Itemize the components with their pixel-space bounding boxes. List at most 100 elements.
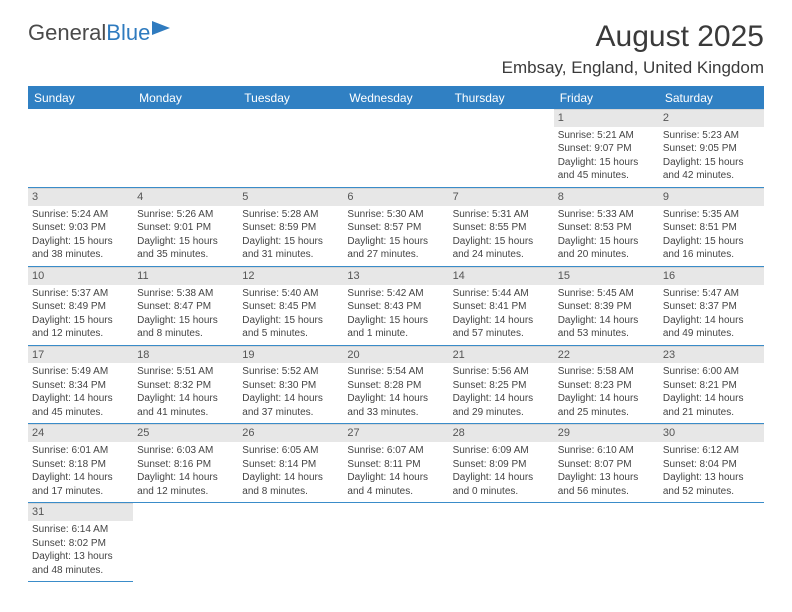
empty-cell	[343, 109, 448, 187]
weekday-header: Sunday	[28, 87, 133, 110]
calendar-body: 1Sunrise: 5:21 AMSunset: 9:07 PMDaylight…	[28, 109, 764, 582]
sunrise-text: Sunrise: 6:03 AM	[137, 444, 234, 458]
sunset-text: Sunset: 8:11 PM	[347, 458, 444, 472]
sunrise-text: Sunrise: 5:35 AM	[663, 208, 760, 222]
sunrise-text: Sunrise: 5:21 AM	[558, 129, 655, 143]
daylight-text: Daylight: 14 hours and 12 minutes.	[137, 471, 234, 498]
sunset-text: Sunset: 8:49 PM	[32, 300, 129, 314]
day-number: 14	[449, 267, 554, 285]
sunrise-text: Sunrise: 5:51 AM	[137, 365, 234, 379]
day-number: 29	[554, 424, 659, 442]
day-cell: 25Sunrise: 6:03 AMSunset: 8:16 PMDayligh…	[133, 424, 238, 503]
weekday-header: Friday	[554, 87, 659, 110]
day-number: 11	[133, 267, 238, 285]
weekday-header-row: SundayMondayTuesdayWednesdayThursdayFrid…	[28, 87, 764, 110]
day-cell: 17Sunrise: 5:49 AMSunset: 8:34 PMDayligh…	[28, 345, 133, 424]
day-cell: 16Sunrise: 5:47 AMSunset: 8:37 PMDayligh…	[659, 266, 764, 345]
sunset-text: Sunset: 8:09 PM	[453, 458, 550, 472]
weekday-header: Thursday	[449, 87, 554, 110]
sunrise-text: Sunrise: 5:52 AM	[242, 365, 339, 379]
day-cell: 19Sunrise: 5:52 AMSunset: 8:30 PMDayligh…	[238, 345, 343, 424]
day-cell: 12Sunrise: 5:40 AMSunset: 8:45 PMDayligh…	[238, 266, 343, 345]
daylight-text: Daylight: 15 hours and 45 minutes.	[558, 156, 655, 183]
day-cell: 20Sunrise: 5:54 AMSunset: 8:28 PMDayligh…	[343, 345, 448, 424]
sunset-text: Sunset: 8:16 PM	[137, 458, 234, 472]
header: GeneralBlue August 2025 Embsay, England,…	[28, 20, 764, 78]
day-number: 17	[28, 346, 133, 364]
sunrise-text: Sunrise: 5:23 AM	[663, 129, 760, 143]
day-number: 1	[554, 109, 659, 127]
day-number: 2	[659, 109, 764, 127]
day-number: 10	[28, 267, 133, 285]
day-cell: 4Sunrise: 5:26 AMSunset: 9:01 PMDaylight…	[133, 187, 238, 266]
logo-text-blue: Blue	[106, 20, 150, 46]
sunset-text: Sunset: 8:32 PM	[137, 379, 234, 393]
location: Embsay, England, United Kingdom	[502, 58, 764, 78]
day-cell: 15Sunrise: 5:45 AMSunset: 8:39 PMDayligh…	[554, 266, 659, 345]
sunset-text: Sunset: 8:34 PM	[32, 379, 129, 393]
month-title: August 2025	[502, 20, 764, 54]
day-cell: 8Sunrise: 5:33 AMSunset: 8:53 PMDaylight…	[554, 187, 659, 266]
daylight-text: Daylight: 14 hours and 57 minutes.	[453, 314, 550, 341]
sunrise-text: Sunrise: 6:09 AM	[453, 444, 550, 458]
title-block: August 2025 Embsay, England, United King…	[502, 20, 764, 78]
sunrise-text: Sunrise: 5:28 AM	[242, 208, 339, 222]
day-cell: 7Sunrise: 5:31 AMSunset: 8:55 PMDaylight…	[449, 187, 554, 266]
daylight-text: Daylight: 15 hours and 20 minutes.	[558, 235, 655, 262]
daylight-text: Daylight: 14 hours and 17 minutes.	[32, 471, 129, 498]
flag-icon	[152, 21, 170, 35]
day-cell: 6Sunrise: 5:30 AMSunset: 8:57 PMDaylight…	[343, 187, 448, 266]
day-number: 21	[449, 346, 554, 364]
sunrise-text: Sunrise: 6:07 AM	[347, 444, 444, 458]
daylight-text: Daylight: 15 hours and 35 minutes.	[137, 235, 234, 262]
empty-cell	[343, 503, 448, 582]
calendar-row: 10Sunrise: 5:37 AMSunset: 8:49 PMDayligh…	[28, 266, 764, 345]
day-number: 8	[554, 188, 659, 206]
sunset-text: Sunset: 8:47 PM	[137, 300, 234, 314]
daylight-text: Daylight: 15 hours and 8 minutes.	[137, 314, 234, 341]
sunrise-text: Sunrise: 5:54 AM	[347, 365, 444, 379]
daylight-text: Daylight: 14 hours and 33 minutes.	[347, 392, 444, 419]
logo-text-general: General	[28, 20, 106, 46]
day-number: 19	[238, 346, 343, 364]
empty-cell	[449, 109, 554, 187]
sunrise-text: Sunrise: 6:12 AM	[663, 444, 760, 458]
day-cell: 29Sunrise: 6:10 AMSunset: 8:07 PMDayligh…	[554, 424, 659, 503]
daylight-text: Daylight: 15 hours and 27 minutes.	[347, 235, 444, 262]
daylight-text: Daylight: 13 hours and 56 minutes.	[558, 471, 655, 498]
daylight-text: Daylight: 14 hours and 41 minutes.	[137, 392, 234, 419]
sunrise-text: Sunrise: 5:58 AM	[558, 365, 655, 379]
sunrise-text: Sunrise: 6:01 AM	[32, 444, 129, 458]
sunset-text: Sunset: 8:43 PM	[347, 300, 444, 314]
sunset-text: Sunset: 8:41 PM	[453, 300, 550, 314]
day-cell: 31Sunrise: 6:14 AMSunset: 8:02 PMDayligh…	[28, 503, 133, 582]
empty-cell	[554, 503, 659, 582]
daylight-text: Daylight: 14 hours and 37 minutes.	[242, 392, 339, 419]
daylight-text: Daylight: 15 hours and 1 minute.	[347, 314, 444, 341]
day-number: 15	[554, 267, 659, 285]
day-cell: 3Sunrise: 5:24 AMSunset: 9:03 PMDaylight…	[28, 187, 133, 266]
sunset-text: Sunset: 8:04 PM	[663, 458, 760, 472]
day-number: 7	[449, 188, 554, 206]
day-number: 3	[28, 188, 133, 206]
day-number: 22	[554, 346, 659, 364]
sunrise-text: Sunrise: 5:26 AM	[137, 208, 234, 222]
sunset-text: Sunset: 9:05 PM	[663, 142, 760, 156]
sunset-text: Sunset: 8:39 PM	[558, 300, 655, 314]
sunset-text: Sunset: 8:25 PM	[453, 379, 550, 393]
empty-cell	[238, 503, 343, 582]
daylight-text: Daylight: 15 hours and 24 minutes.	[453, 235, 550, 262]
sunset-text: Sunset: 8:23 PM	[558, 379, 655, 393]
weekday-header: Monday	[133, 87, 238, 110]
sunset-text: Sunset: 9:03 PM	[32, 221, 129, 235]
sunrise-text: Sunrise: 5:44 AM	[453, 287, 550, 301]
calendar-row: 24Sunrise: 6:01 AMSunset: 8:18 PMDayligh…	[28, 424, 764, 503]
day-number: 12	[238, 267, 343, 285]
sunrise-text: Sunrise: 6:05 AM	[242, 444, 339, 458]
sunset-text: Sunset: 8:45 PM	[242, 300, 339, 314]
calendar-row: 17Sunrise: 5:49 AMSunset: 8:34 PMDayligh…	[28, 345, 764, 424]
day-cell: 5Sunrise: 5:28 AMSunset: 8:59 PMDaylight…	[238, 187, 343, 266]
weekday-header: Tuesday	[238, 87, 343, 110]
daylight-text: Daylight: 14 hours and 25 minutes.	[558, 392, 655, 419]
sunrise-text: Sunrise: 5:45 AM	[558, 287, 655, 301]
